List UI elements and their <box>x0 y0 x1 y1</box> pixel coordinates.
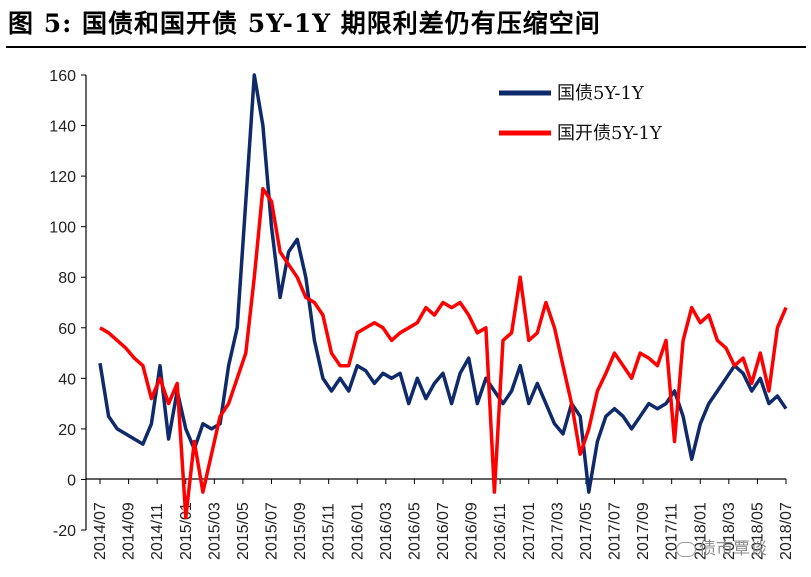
x-tick-label: 2014/11 <box>149 503 166 560</box>
y-tick-label: 120 <box>49 169 76 186</box>
x-tick-label: 2017/01 <box>521 502 538 560</box>
x-tick-label: 2014/07 <box>92 502 109 560</box>
x-tick-label: 2015/11 <box>321 503 338 560</box>
x-axis: 2014/07 2014/09 2014/11 2015/01 2015/03 2015/… <box>86 478 795 560</box>
y-tick-label: 40 <box>58 371 76 388</box>
legend: 国债5Y-1Y 国开债5Y-1Y <box>499 83 663 144</box>
x-tick-label: 2017/05 <box>578 502 595 560</box>
y-tick-label: 0 <box>67 472 76 489</box>
series-layer <box>98 73 788 520</box>
x-tick-label: 2018/01 <box>692 502 709 560</box>
y-tick-label: -20 <box>53 523 76 540</box>
wechat-icon <box>676 541 696 557</box>
y-tick-label: 60 <box>58 321 76 338</box>
title-rule <box>6 46 806 48</box>
x-tick-label: 2016/11 <box>492 503 509 560</box>
x-tick-label: 2018/05 <box>749 502 766 560</box>
x-tick-label: 2015/07 <box>264 502 281 560</box>
y-tick-label: 140 <box>49 119 76 136</box>
x-tick-label: 2017/07 <box>607 502 624 560</box>
x-tick-label: 2018/03 <box>721 502 738 560</box>
x-tick-label: 2015/09 <box>292 502 309 560</box>
series-line-1 <box>99 187 788 520</box>
x-tick-label: 2016/05 <box>406 502 423 560</box>
legend-label-0: 国债5Y-1Y <box>557 83 645 104</box>
x-tick-label: 2016/03 <box>378 502 395 560</box>
x-tick-label: 2017/03 <box>549 502 566 560</box>
x-tick-label: 2016/09 <box>464 502 481 560</box>
x-tick-label: 2016/01 <box>349 502 366 560</box>
series-line-0 <box>98 73 788 494</box>
x-tick-label: 2016/07 <box>435 502 452 560</box>
x-tick-label: 2015/05 <box>235 502 252 560</box>
figure-title: 图 5: 国债和国开债 5Y-1Y 期限利差仍有压缩空间 <box>8 9 601 38</box>
watermark: 债市覃谈 <box>676 534 767 559</box>
x-tick-label: 2015/03 <box>206 502 223 560</box>
legend-label-1: 国开债5Y-1Y <box>557 123 663 144</box>
x-tick-label: 2017/09 <box>635 502 652 560</box>
y-axis: -20 0 20 40 60 80 100 120 140 160 <box>49 68 87 540</box>
x-tick-label: 2018/07 <box>778 502 795 560</box>
y-tick-label: 20 <box>58 422 76 439</box>
x-tick-label: 2015/01 <box>178 502 195 560</box>
x-tick-label: 2014/09 <box>121 502 138 560</box>
watermark-text: 债市覃谈 <box>699 539 767 559</box>
y-tick-label: 80 <box>58 270 76 287</box>
y-tick-label: 100 <box>49 220 76 237</box>
y-tick-label: 160 <box>49 68 76 85</box>
